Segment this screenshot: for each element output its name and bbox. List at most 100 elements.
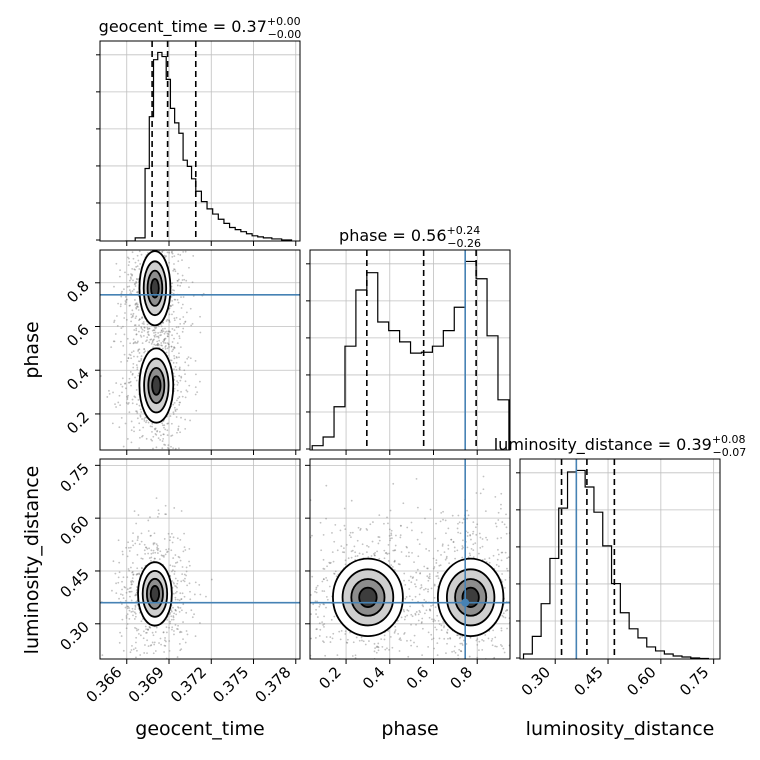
sample-point bbox=[466, 517, 469, 520]
sample-point bbox=[344, 559, 347, 562]
sample-point bbox=[130, 599, 133, 602]
sample-point bbox=[164, 197, 166, 199]
sample-point bbox=[127, 394, 129, 397]
sample-point bbox=[407, 668, 409, 670]
sample-point bbox=[357, 526, 360, 529]
sample-point bbox=[458, 648, 461, 651]
sample-point bbox=[348, 534, 351, 537]
sample-point bbox=[430, 638, 433, 641]
sample-point bbox=[178, 611, 181, 613]
sample-point bbox=[386, 553, 389, 555]
sample-point bbox=[160, 434, 162, 437]
sample-point bbox=[164, 348, 167, 350]
y-axis-label-luminosity_distance: luminosity_distance bbox=[21, 466, 43, 655]
sample-point bbox=[136, 573, 139, 575]
sample-point bbox=[433, 583, 436, 586]
sample-point bbox=[126, 588, 129, 591]
sample-point bbox=[121, 594, 124, 596]
sample-point bbox=[128, 304, 131, 307]
sample-point bbox=[406, 546, 408, 549]
sample-point bbox=[146, 548, 149, 550]
sample-point bbox=[159, 331, 162, 334]
sample-point bbox=[165, 455, 167, 457]
sample-point bbox=[444, 558, 447, 561]
sample-point bbox=[141, 567, 143, 570]
sample-point bbox=[381, 698, 383, 700]
sample-point bbox=[461, 642, 463, 645]
sample-point bbox=[422, 605, 425, 608]
sample-point bbox=[476, 523, 479, 526]
sample-point bbox=[513, 598, 515, 600]
sample-point bbox=[127, 546, 130, 549]
sample-point bbox=[427, 645, 430, 648]
sample-point bbox=[146, 328, 149, 331]
sample-point bbox=[180, 675, 182, 677]
sample-point bbox=[420, 621, 423, 623]
sample-point bbox=[144, 350, 146, 353]
sample-point bbox=[194, 386, 197, 389]
sample-point bbox=[174, 270, 177, 273]
sample-point bbox=[168, 261, 171, 264]
sample-point bbox=[154, 650, 157, 652]
sample-point bbox=[183, 546, 186, 549]
sample-point bbox=[347, 638, 349, 641]
sample-point bbox=[118, 571, 121, 574]
sample-point bbox=[160, 329, 163, 332]
sample-point bbox=[134, 376, 136, 379]
sample-point bbox=[176, 399, 178, 402]
sample-point bbox=[501, 645, 503, 648]
sample-point bbox=[161, 228, 163, 230]
sample-point bbox=[182, 638, 184, 641]
sample-point bbox=[442, 510, 444, 513]
sample-point bbox=[173, 633, 175, 636]
sample-point bbox=[319, 521, 322, 524]
sample-point bbox=[140, 462, 142, 464]
sample-point bbox=[517, 573, 519, 575]
sample-point bbox=[354, 551, 357, 554]
sample-point bbox=[148, 341, 151, 344]
sample-point bbox=[125, 591, 128, 594]
sample-point bbox=[135, 265, 138, 268]
sample-point bbox=[486, 538, 489, 541]
sample-point bbox=[466, 535, 469, 537]
sample-point bbox=[137, 290, 139, 293]
sample-point bbox=[179, 559, 182, 562]
sample-point bbox=[149, 338, 152, 341]
sample-point bbox=[203, 235, 205, 237]
sample-point bbox=[389, 509, 392, 512]
sample-point bbox=[254, 588, 256, 590]
sample-point bbox=[403, 618, 406, 621]
sample-point bbox=[181, 592, 184, 595]
sample-point bbox=[495, 645, 498, 648]
sample-point bbox=[502, 647, 505, 650]
sample-point bbox=[148, 547, 150, 550]
sample-point bbox=[458, 521, 461, 524]
sample-point bbox=[136, 567, 139, 570]
sample-point bbox=[496, 669, 498, 671]
sample-point bbox=[176, 380, 178, 383]
sample-point bbox=[472, 521, 475, 524]
sample-point bbox=[168, 539, 171, 542]
sample-point bbox=[367, 556, 370, 558]
sample-point bbox=[138, 250, 141, 253]
sample-point bbox=[133, 268, 136, 271]
sample-point bbox=[121, 618, 124, 621]
sample-point bbox=[323, 665, 325, 667]
sample-point bbox=[161, 251, 164, 254]
sample-point bbox=[421, 627, 424, 630]
sample-point bbox=[145, 419, 148, 422]
sample-point bbox=[179, 284, 182, 287]
sample-point bbox=[121, 588, 123, 591]
sample-point bbox=[163, 644, 166, 647]
sample-point bbox=[502, 615, 505, 618]
sample-point bbox=[547, 566, 549, 568]
sample-point bbox=[193, 593, 196, 596]
sample-point bbox=[199, 380, 201, 383]
sample-point bbox=[119, 305, 122, 308]
sample-point bbox=[138, 543, 141, 546]
sample-point bbox=[431, 689, 433, 691]
sample-point bbox=[138, 324, 140, 327]
sample-point bbox=[154, 428, 157, 431]
sample-point bbox=[157, 238, 159, 240]
sample-point bbox=[349, 663, 351, 665]
